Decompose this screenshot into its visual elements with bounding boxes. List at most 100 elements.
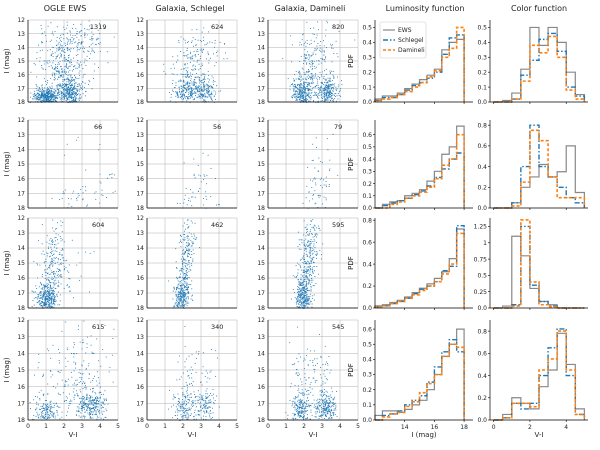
scatter-point — [182, 289, 184, 291]
scatter-point — [99, 51, 101, 52]
scatter-point — [324, 94, 326, 96]
scatter-point — [75, 94, 77, 96]
scatter-point — [78, 78, 80, 80]
scatter-point — [46, 413, 48, 415]
scatter-point — [305, 285, 307, 287]
scatter-point — [68, 80, 70, 82]
scatter-point — [48, 291, 50, 293]
scatter-point — [64, 70, 66, 72]
scatter-point — [325, 35, 327, 37]
scatter-point — [47, 94, 49, 95]
scatter-point — [47, 290, 49, 292]
scatter-point — [78, 83, 80, 85]
scatter-point — [313, 285, 315, 287]
scatter-point — [86, 394, 88, 396]
scatter-point — [45, 404, 47, 406]
scatter-point — [92, 406, 94, 408]
scatter-point — [57, 97, 59, 99]
scatter-point — [72, 391, 74, 393]
scatter-point — [328, 80, 330, 82]
scatter-point — [96, 39, 98, 41]
scatter-point — [201, 94, 203, 96]
scatter-point — [304, 244, 306, 246]
scatter-point — [49, 99, 51, 101]
scatter-point — [93, 50, 95, 52]
scatter-point — [323, 89, 325, 91]
scatter-point — [47, 82, 49, 84]
x-tick-label: 3 — [80, 423, 84, 430]
scatter-point — [51, 239, 53, 241]
scatter-point — [300, 294, 302, 296]
scatter-point — [74, 92, 76, 94]
scatter-point — [96, 371, 98, 373]
y-tick-label: 14 — [257, 245, 265, 252]
scatter-point — [183, 55, 185, 57]
scatter-point — [181, 93, 183, 95]
scatter-point — [200, 181, 202, 183]
scatter-point — [35, 415, 37, 417]
scatter-point — [320, 100, 322, 102]
scatter-point — [191, 69, 193, 71]
scatter-point — [73, 100, 75, 102]
scatter-point — [188, 95, 190, 97]
scatter-point — [43, 262, 45, 264]
scatter-point — [182, 263, 183, 265]
scatter-point — [297, 272, 299, 274]
scatter-point — [320, 185, 322, 186]
scatter-point — [183, 79, 185, 81]
scatter-point — [186, 87, 188, 89]
scatter-point — [43, 395, 44, 397]
scatter-point — [56, 93, 58, 94]
scatter-point — [60, 238, 62, 240]
scatter-point — [194, 68, 196, 70]
scatter-point — [89, 397, 91, 399]
scatter-point — [92, 410, 94, 412]
scatter-point — [174, 305, 176, 307]
scatter-point — [68, 95, 70, 97]
scatter-point — [203, 81, 205, 83]
scatter-point — [294, 91, 296, 93]
scatter-point — [68, 264, 70, 266]
scatter-point — [302, 84, 304, 86]
scatter-point — [187, 93, 189, 95]
scatter-point — [79, 65, 81, 66]
scatter-point — [207, 96, 209, 98]
scatter-point — [58, 253, 60, 255]
scatter-point — [52, 291, 54, 293]
scatter-point — [67, 60, 69, 62]
scatter-point — [97, 29, 99, 31]
scatter-point — [295, 98, 297, 100]
scatter-point — [82, 48, 84, 50]
scatter-point — [304, 95, 306, 97]
scatter-point — [94, 403, 96, 405]
scatter-point — [306, 92, 308, 94]
scatter-point — [43, 417, 45, 419]
scatter-point — [309, 233, 310, 235]
scatter-point — [182, 294, 184, 296]
scatter-point — [310, 286, 312, 288]
scatter-point — [63, 94, 65, 96]
scatter-point — [41, 41, 43, 43]
scatter-point — [43, 292, 45, 294]
scatter-point — [183, 295, 185, 297]
scatter-point — [180, 73, 182, 75]
scatter-point — [314, 167, 316, 169]
scatter-point — [93, 409, 95, 411]
scatter-point — [204, 89, 206, 91]
scatter-point — [191, 93, 193, 95]
scatter-point — [314, 74, 316, 76]
scatter-point — [317, 48, 319, 50]
scatter-point — [46, 100, 48, 102]
scatter-point — [74, 98, 76, 100]
scatter-point — [94, 63, 96, 65]
scatter-point — [70, 90, 72, 92]
scatter-point — [177, 91, 179, 93]
scatter-point — [64, 71, 66, 73]
scatter-point — [59, 37, 60, 39]
scatter-point — [54, 415, 56, 417]
scatter-point — [92, 388, 94, 390]
scatter-point — [316, 251, 318, 253]
scatter-point — [185, 251, 186, 253]
